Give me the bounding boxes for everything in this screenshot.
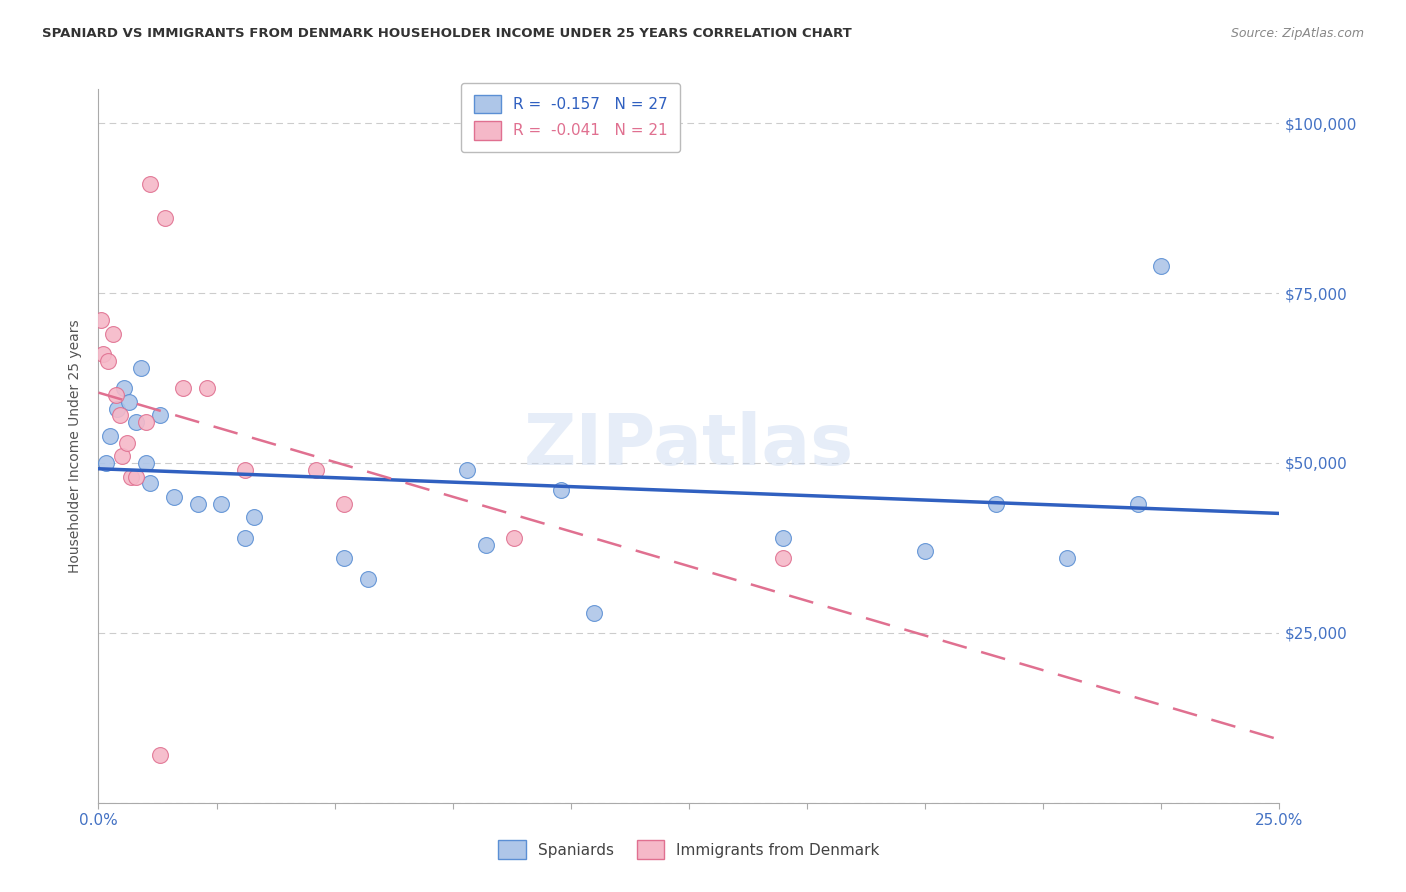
Point [1150,259,1173,273]
Point [984,497,1007,511]
Point [1056,551,1078,566]
Point [115,435,138,450]
Point [139,178,162,192]
Point [98,429,121,443]
Point [1126,497,1149,511]
Point [149,748,172,763]
Point [149,409,172,423]
Point [94,456,117,470]
Point [172,381,194,395]
Point [91,347,114,361]
Legend: Spaniards, Immigrants from Denmark: Spaniards, Immigrants from Denmark [491,832,887,866]
Point [233,463,256,477]
Point [90,313,112,327]
Point [357,572,380,586]
Point [305,463,328,477]
Point [112,381,135,395]
Point [187,497,209,511]
Y-axis label: Householder Income Under 25 years: Householder Income Under 25 years [69,319,83,573]
Point [243,510,266,524]
Point [772,531,794,545]
Point [475,537,498,551]
Point [153,211,176,226]
Point [135,456,157,470]
Point [914,544,936,558]
Point [101,326,124,341]
Point [456,463,478,477]
Point [233,531,256,545]
Point [118,394,141,409]
Point [333,497,356,511]
Point [125,469,148,483]
Point [125,415,148,429]
Point [111,449,134,463]
Point [139,476,162,491]
Point [163,490,186,504]
Point [583,606,606,620]
Point [105,401,128,416]
Text: SPANIARD VS IMMIGRANTS FROM DENMARK HOUSEHOLDER INCOME UNDER 25 YEARS CORRELATIO: SPANIARD VS IMMIGRANTS FROM DENMARK HOUS… [42,27,852,40]
Point [97,354,120,368]
Point [135,415,157,429]
Point [105,388,128,402]
Point [108,409,131,423]
Point [550,483,572,498]
Text: Source: ZipAtlas.com: Source: ZipAtlas.com [1230,27,1364,40]
Point [195,381,218,395]
Point [333,551,356,566]
Point [772,551,794,566]
Point [209,497,232,511]
Text: ZIPatlas: ZIPatlas [524,411,853,481]
Point [121,469,143,483]
Point [129,360,152,375]
Point [503,531,526,545]
